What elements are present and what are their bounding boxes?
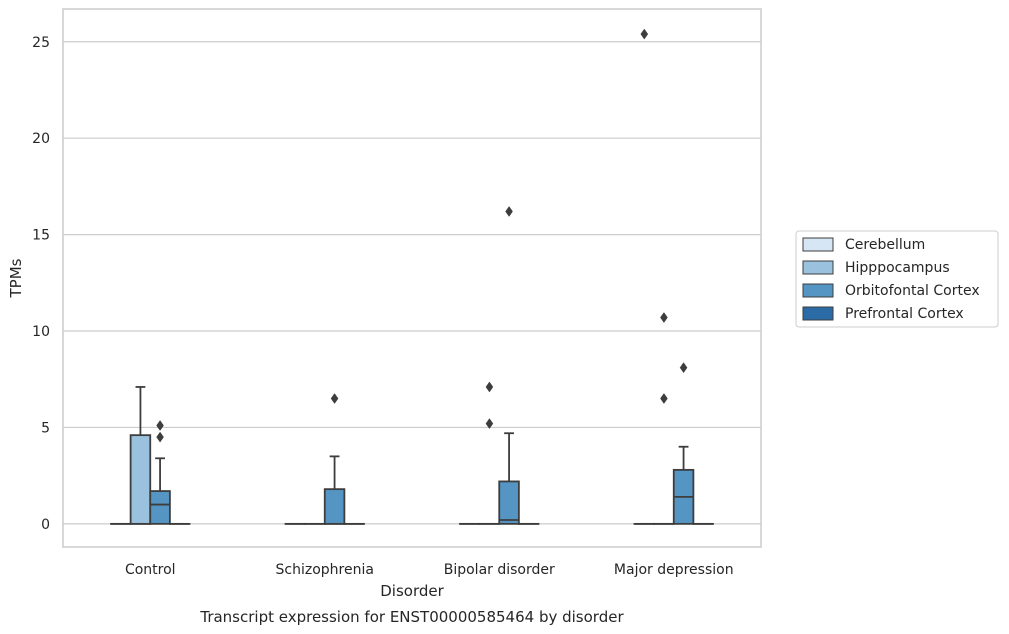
- legend: Cerebellum Hipppocampus Orbitofontal Corte…: [795, 230, 999, 328]
- y-tick-label: 20: [32, 131, 50, 147]
- outlier-point: [505, 206, 513, 217]
- chart-caption: Transcript expression for ENST0000058546…: [199, 608, 624, 626]
- legend-label: Orbitofontal Cortex: [845, 283, 980, 299]
- legend-swatch: [802, 237, 834, 252]
- outlier-point: [640, 28, 649, 40]
- legend-label: Prefrontal Cortex: [845, 306, 964, 322]
- plot-area-frame: [62, 8, 762, 548]
- box-orbitofontal-cortex: [323, 455, 346, 525]
- x-axis-label: Disorder: [380, 582, 444, 600]
- box-hipppocampus: [129, 386, 152, 525]
- box-orbitofontal-cortex: [672, 445, 695, 525]
- outlier-point: [679, 362, 688, 374]
- box-orbitofontal-cortex: [498, 432, 520, 525]
- legend-swatch: [802, 260, 834, 275]
- box-body: [129, 434, 152, 525]
- x-tick-label: Major depression: [614, 562, 734, 578]
- outlier-points: [156, 28, 688, 443]
- outlier-point: [660, 312, 668, 323]
- y-tick-label: 0: [41, 517, 50, 533]
- outlier-point: [156, 420, 164, 431]
- x-tick-label: Control: [125, 562, 176, 578]
- box-series: [110, 386, 714, 525]
- legend-label: Cerebellum: [845, 237, 925, 253]
- outlier-point: [485, 418, 494, 430]
- legend-swatch: [802, 283, 834, 298]
- legend-label: Hipppocampus: [845, 260, 950, 276]
- box-body: [498, 480, 520, 525]
- outlier-point: [156, 431, 164, 443]
- outlier-point: [660, 393, 668, 404]
- y-tick-label: 10: [32, 324, 50, 340]
- y-axis-label: TPMs: [7, 258, 25, 298]
- grid-lines: [63, 41, 761, 525]
- y-tick-label: 25: [32, 35, 50, 51]
- legend-swatch: [802, 306, 834, 321]
- x-tick-labels: Control Schizophrenia Bipolar disorder Majo…: [125, 562, 734, 578]
- box-body: [323, 488, 346, 525]
- legend-frame: [795, 230, 999, 328]
- y-tick-label: 15: [32, 228, 50, 244]
- y-tick-labels: 0 5 10 15 20 25: [32, 35, 50, 533]
- outlier-point: [485, 381, 494, 393]
- box-body: [149, 490, 171, 525]
- x-tick-label: Schizophrenia: [276, 562, 374, 578]
- outlier-point: [330, 393, 339, 404]
- x-tick-label: Bipolar disorder: [444, 562, 555, 578]
- box-orbitofontal-cortex: [149, 457, 171, 525]
- y-tick-label: 5: [41, 420, 50, 436]
